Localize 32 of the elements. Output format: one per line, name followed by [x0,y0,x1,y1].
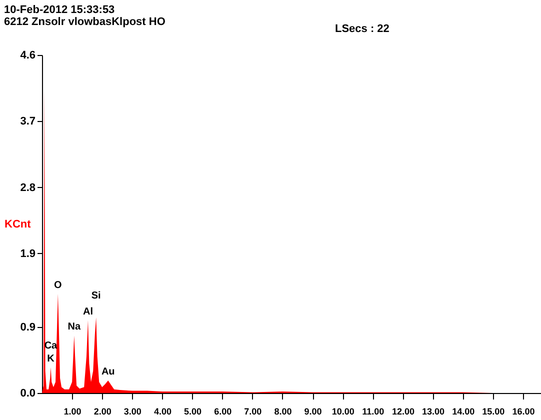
annotation: Al [82,306,94,318]
chart-title: 10-Feb-2012 15:33:53 [4,4,115,16]
annotation: Na [68,322,81,333]
x-tick-label: 16.00 [512,406,535,416]
x-tick-label: 3.00 [124,406,142,416]
text: LSecs : 22 [335,23,390,35]
x-tick-label: 10.00 [332,406,354,416]
y-tick-label: 3.7 [20,116,36,128]
annotation: O [54,280,62,291]
annotation: K [47,353,56,364]
y-tick-label: 0.0 [20,388,36,400]
chart-subtitle: 6212 Znsolr vlowbasKlpost HO [4,16,166,28]
x-tick-label: 14.00 [452,406,475,416]
y-tick-label: 4.6 [20,50,36,62]
x-tick-label: 8.00 [274,406,292,416]
x-tick-label: 1.00 [64,406,82,416]
y-tick-label: 1.9 [20,248,36,260]
x-tick-label: 4.00 [154,406,172,416]
x-tick-label: 6.00 [214,406,232,416]
x-tick-label: 9.00 [304,406,322,416]
x-tick-label: 5.00 [184,406,202,416]
y-tick-label: 2.8 [20,182,36,194]
x-tick-label: 2.00 [94,406,112,416]
x-tick-label: 7.00 [244,406,262,416]
x-tick-label: 12.00 [392,406,414,416]
x-tick-label: 15.00 [482,406,505,416]
y-axis-title: KCnt [4,218,32,230]
x-tick-label: 11.00 [362,406,384,416]
annotation: Si [91,290,102,302]
y-tick-label: 0.9 [20,321,36,334]
x-tick-label: 13.00 [422,406,445,416]
annotation: Au [101,366,115,378]
